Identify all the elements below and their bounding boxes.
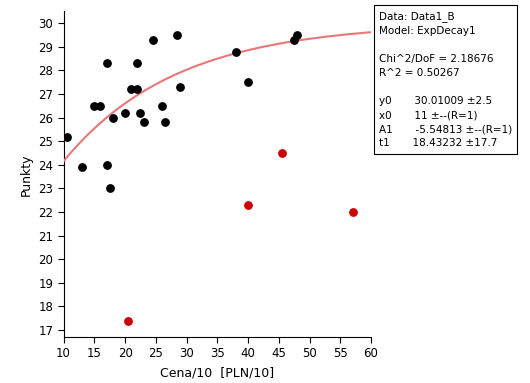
Point <box>278 150 286 156</box>
Point <box>102 61 111 67</box>
Point <box>102 162 111 168</box>
Point <box>63 133 71 139</box>
Point <box>136 110 145 116</box>
Point <box>78 164 86 170</box>
Point <box>139 119 148 125</box>
Point <box>105 185 114 192</box>
Point <box>290 37 298 43</box>
Y-axis label: Punkty: Punkty <box>20 153 33 195</box>
Point <box>124 318 132 324</box>
Point <box>176 84 184 90</box>
Point <box>158 103 166 109</box>
Point <box>348 209 357 215</box>
Text: Data: Data1_B
Model: ExpDecay1

Chi^2/DoF = 2.18676
R^2 = 0.50267

y0       30.0: Data: Data1_B Model: ExpDecay1 Chi^2/DoF… <box>379 11 512 148</box>
Point <box>244 79 252 85</box>
Point <box>127 86 136 92</box>
Point <box>148 37 157 43</box>
Point <box>161 119 169 125</box>
X-axis label: Cena/10  [PLN/10]: Cena/10 [PLN/10] <box>160 366 275 379</box>
Point <box>293 32 302 38</box>
Point <box>109 115 117 121</box>
Point <box>244 202 252 208</box>
Point <box>96 103 105 109</box>
Point <box>133 61 142 67</box>
Point <box>90 103 99 109</box>
Point <box>232 49 240 55</box>
Point <box>173 32 182 38</box>
Point <box>121 110 129 116</box>
Point <box>133 86 142 92</box>
